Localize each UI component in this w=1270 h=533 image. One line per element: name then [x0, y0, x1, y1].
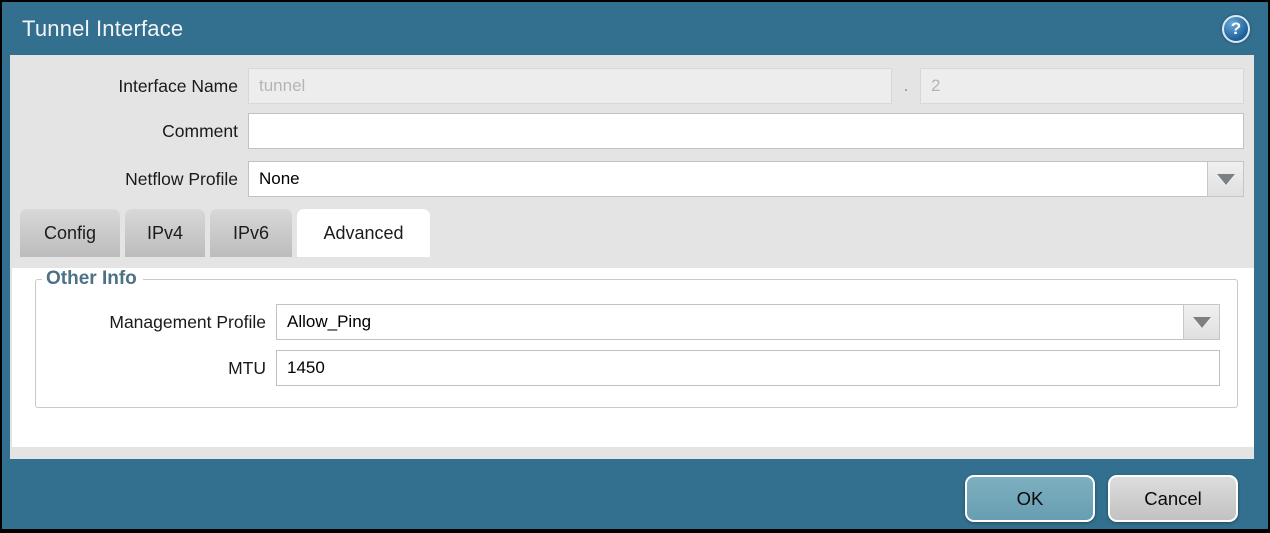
- other-info-group: Other Info Management Profile Allow_Ping…: [35, 268, 1238, 408]
- help-icon[interactable]: ?: [1222, 14, 1250, 43]
- dialog-title: Tunnel Interface: [22, 15, 184, 41]
- management-profile-dropdown-button[interactable]: [1183, 304, 1220, 340]
- ok-button[interactable]: OK: [965, 475, 1095, 522]
- netflow-profile-label: Netflow Profile: [125, 168, 238, 189]
- mtu-row: MTU: [36, 350, 1220, 386]
- tab-ipv4[interactable]: IPv4: [125, 209, 205, 257]
- mtu-label: MTU: [228, 357, 266, 378]
- management-profile-value[interactable]: Allow_Ping: [276, 304, 1184, 340]
- management-profile-select[interactable]: Allow_Ping: [276, 304, 1220, 340]
- netflow-profile-value[interactable]: None: [248, 161, 1208, 197]
- dialog-body: Interface Name . Comment Netflow Profile…: [10, 55, 1254, 459]
- comment-row: Comment: [10, 113, 1254, 149]
- interface-name-separator: .: [903, 76, 909, 95]
- tab-config[interactable]: Config: [20, 209, 120, 257]
- comment-label: Comment: [162, 120, 238, 141]
- management-profile-label: Management Profile: [109, 311, 266, 332]
- netflow-profile-select[interactable]: None: [248, 161, 1244, 197]
- interface-name-label: Interface Name: [118, 75, 238, 96]
- cancel-button[interactable]: Cancel: [1108, 475, 1238, 522]
- netflow-profile-row: Netflow Profile None: [10, 161, 1254, 197]
- chevron-down-icon: [1192, 316, 1211, 328]
- comment-input[interactable]: [248, 113, 1244, 149]
- dialog-titlebar: Tunnel Interface ?: [2, 2, 1268, 55]
- subinterface-number-input: [920, 68, 1244, 104]
- management-profile-row: Management Profile Allow_Ping: [36, 304, 1220, 340]
- tab-ipv6[interactable]: IPv6: [210, 209, 292, 257]
- dialog-footer: OK Cancel: [2, 459, 1268, 529]
- advanced-tab-panel: Other Info Management Profile Allow_Ping…: [12, 268, 1254, 447]
- other-info-group-title: Other Info: [46, 268, 137, 289]
- chevron-down-icon: [1216, 173, 1235, 185]
- interface-name-row: Interface Name .: [10, 68, 1254, 104]
- mtu-input[interactable]: [276, 350, 1220, 386]
- interface-name-input: [248, 68, 892, 104]
- netflow-profile-dropdown-button[interactable]: [1207, 161, 1244, 197]
- tab-advanced[interactable]: Advanced: [297, 209, 430, 257]
- tab-bar: Config IPv4 IPv6 Advanced: [20, 209, 1254, 257]
